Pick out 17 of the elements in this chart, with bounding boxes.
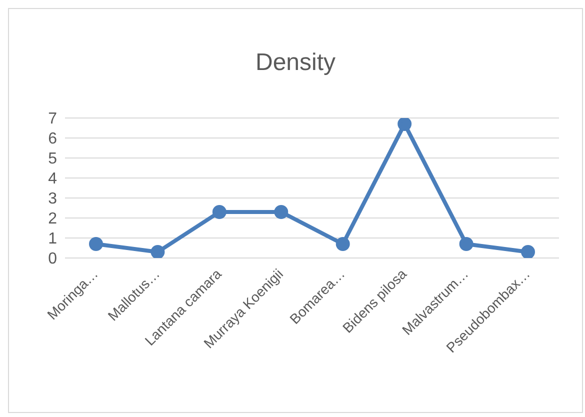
y-tick-label: 3 — [48, 190, 58, 208]
y-tick-label: 1 — [48, 230, 58, 248]
chart-title: Density — [254, 49, 337, 77]
point — [212, 205, 226, 219]
y-tick-label: 0 — [48, 250, 58, 268]
y-tick-label: 2 — [48, 210, 58, 228]
point — [150, 245, 165, 258]
point — [398, 118, 412, 131]
y-tick-label: 7 — [48, 110, 58, 128]
y-tick-label: 4 — [48, 170, 58, 188]
point — [89, 237, 103, 251]
point — [274, 205, 288, 219]
point — [459, 237, 474, 251]
y-tick-label: 5 — [48, 150, 58, 168]
point — [336, 237, 350, 251]
point — [521, 245, 535, 258]
y-tick-label: 6 — [48, 130, 58, 148]
